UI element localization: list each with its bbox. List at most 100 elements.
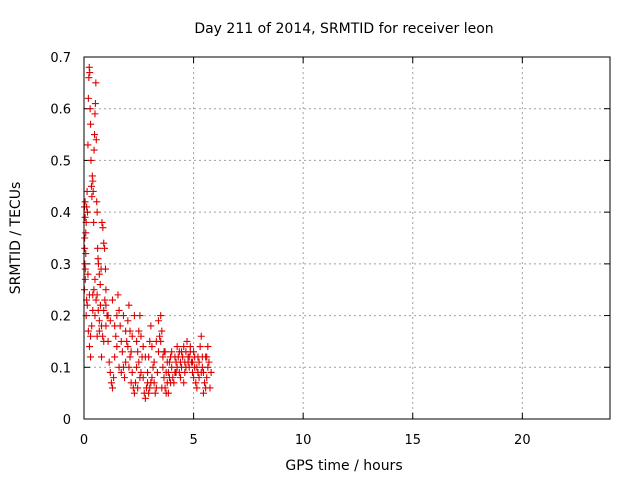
data-point [164, 389, 172, 397]
y-tick-label: 0.5 [50, 154, 71, 169]
data-point [106, 317, 114, 325]
data-points [80, 63, 215, 402]
data-point [81, 275, 89, 283]
data-point [178, 348, 186, 356]
data-point [110, 374, 118, 382]
data-point [162, 368, 170, 376]
data-point [125, 363, 133, 371]
data-point [139, 343, 147, 351]
data-point [94, 260, 102, 268]
data-point [159, 363, 167, 371]
data-point [101, 244, 109, 252]
y-tick-label: 0.2 [50, 310, 71, 325]
data-point [167, 379, 175, 387]
data-point [93, 332, 101, 340]
data-point [102, 322, 110, 330]
data-point [147, 379, 155, 387]
y-tick-label: 0.7 [50, 51, 71, 66]
data-point [99, 224, 107, 232]
data-point [190, 348, 198, 356]
data-point [84, 270, 92, 278]
data-point [106, 368, 114, 376]
data-point [111, 353, 119, 361]
tick-labels: 0 5 10 15 20 0 0.1 0.2 0.3 0.4 0.5 0.6 0.7 [50, 51, 530, 448]
data-point [144, 368, 152, 376]
data-point [124, 343, 132, 351]
data-point [160, 348, 168, 356]
data-point [135, 327, 143, 335]
data-point [133, 363, 141, 371]
data-point [86, 69, 94, 77]
data-point [87, 353, 95, 361]
plot-frame [83, 56, 611, 420]
data-point [134, 384, 142, 392]
data-point [148, 343, 156, 351]
data-point [121, 374, 129, 382]
data-point [175, 368, 183, 376]
data-point [91, 131, 99, 139]
data-point [130, 312, 138, 320]
data-point [163, 358, 171, 366]
data-point [90, 146, 98, 154]
data-point [95, 270, 103, 278]
data-point [115, 306, 123, 314]
data-point [112, 332, 120, 340]
data-point [123, 337, 131, 345]
data-point [82, 229, 90, 237]
data-point [87, 120, 95, 128]
data-point [137, 332, 145, 340]
data-point [98, 218, 106, 226]
y-axis-label: SRMTID / TECUs [8, 182, 24, 295]
data-point [85, 291, 93, 299]
data-point [84, 141, 92, 149]
data-point [85, 74, 93, 82]
data-point [171, 353, 179, 361]
data-point [108, 296, 116, 304]
data-point [127, 379, 135, 387]
data-point [118, 348, 126, 356]
x-tick-label: 15 [404, 433, 421, 448]
data-point [204, 343, 212, 351]
data-point [124, 317, 132, 325]
data-point [205, 358, 213, 366]
data-point [133, 337, 141, 345]
data-point [95, 317, 103, 325]
y-tick-label: 0.4 [50, 206, 71, 221]
data-point [180, 343, 188, 351]
x-tick-label: 0 [80, 433, 88, 448]
data-point [90, 286, 98, 294]
data-point [125, 301, 133, 309]
y-tick-label: 0.6 [50, 103, 71, 118]
data-point [157, 312, 165, 320]
data-point [81, 198, 89, 206]
data-point [92, 296, 100, 304]
data-point [119, 312, 127, 320]
data-point [81, 213, 89, 221]
data-point [108, 384, 116, 392]
data-point [134, 348, 142, 356]
data-point [98, 353, 106, 361]
data-point [91, 275, 99, 283]
data-point [176, 374, 184, 382]
data-point [196, 343, 204, 351]
data-point [195, 374, 203, 382]
data-point [159, 353, 167, 361]
data-point [105, 358, 113, 366]
y-tick-label: 0 [63, 413, 71, 428]
data-point [201, 379, 209, 387]
data-point [82, 250, 90, 258]
data-point [91, 110, 99, 118]
data-point [136, 374, 144, 382]
data-point [113, 312, 121, 320]
data-point [122, 358, 130, 366]
data-point [182, 363, 190, 371]
data-point [111, 322, 119, 330]
data-point [150, 358, 158, 366]
data-point [81, 244, 89, 252]
data-point [89, 306, 97, 314]
data-point [203, 374, 211, 382]
data-point [145, 389, 153, 397]
data-point [141, 394, 149, 402]
data-point [158, 384, 166, 392]
data-point [135, 358, 143, 366]
